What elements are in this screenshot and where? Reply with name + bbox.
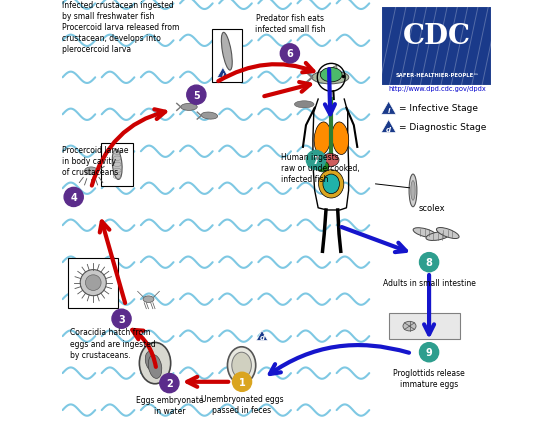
Text: Proglottids release
immature eggs: Proglottids release immature eggs bbox=[393, 368, 465, 388]
FancyBboxPatch shape bbox=[211, 30, 242, 82]
Text: 2: 2 bbox=[166, 378, 173, 388]
Text: Predator fish eats
infected small fish: Predator fish eats infected small fish bbox=[254, 14, 325, 34]
Text: http://www.dpd.cdc.gov/dpdx: http://www.dpd.cdc.gov/dpdx bbox=[388, 86, 486, 92]
Ellipse shape bbox=[85, 168, 98, 175]
Circle shape bbox=[85, 275, 101, 291]
Ellipse shape bbox=[403, 322, 416, 331]
Ellipse shape bbox=[222, 33, 232, 71]
Text: SAFER·HEALTHIER·PEOPLE™: SAFER·HEALTHIER·PEOPLE™ bbox=[395, 73, 479, 78]
FancyBboxPatch shape bbox=[68, 258, 118, 308]
Circle shape bbox=[306, 151, 325, 170]
Ellipse shape bbox=[295, 102, 314, 108]
Polygon shape bbox=[381, 120, 396, 133]
Text: 7: 7 bbox=[312, 156, 319, 165]
Ellipse shape bbox=[181, 104, 197, 111]
Ellipse shape bbox=[436, 228, 459, 239]
Polygon shape bbox=[381, 102, 396, 115]
Ellipse shape bbox=[112, 150, 122, 180]
Ellipse shape bbox=[413, 228, 436, 238]
Ellipse shape bbox=[332, 123, 349, 155]
Text: CDC: CDC bbox=[403, 23, 471, 50]
Ellipse shape bbox=[314, 123, 331, 155]
Circle shape bbox=[112, 309, 131, 329]
Polygon shape bbox=[256, 331, 268, 341]
Text: d: d bbox=[386, 126, 391, 132]
Ellipse shape bbox=[320, 68, 342, 82]
Circle shape bbox=[64, 188, 83, 207]
Ellipse shape bbox=[409, 174, 417, 207]
Ellipse shape bbox=[323, 174, 339, 194]
Text: i: i bbox=[222, 72, 224, 78]
FancyBboxPatch shape bbox=[388, 313, 460, 339]
Ellipse shape bbox=[316, 161, 329, 172]
Ellipse shape bbox=[148, 355, 162, 378]
Circle shape bbox=[420, 253, 439, 272]
Text: Human ingests
raw or undercooked,
infected fish: Human ingests raw or undercooked, infect… bbox=[281, 153, 360, 184]
Text: Eggs embryonate
in water: Eggs embryonate in water bbox=[136, 395, 203, 415]
Ellipse shape bbox=[319, 171, 344, 199]
Text: i: i bbox=[387, 108, 390, 114]
Text: scolex: scolex bbox=[418, 204, 445, 213]
Text: Coracidia hatch from
eggs and are ingested
by crustaceans.: Coracidia hatch from eggs and are ingest… bbox=[70, 328, 156, 359]
Ellipse shape bbox=[312, 72, 349, 85]
Text: 5: 5 bbox=[193, 91, 200, 100]
Text: 9: 9 bbox=[426, 348, 432, 357]
Ellipse shape bbox=[201, 113, 218, 120]
Text: Adults in small intestine: Adults in small intestine bbox=[383, 279, 475, 288]
Circle shape bbox=[233, 372, 252, 391]
Polygon shape bbox=[217, 68, 229, 78]
Text: 6: 6 bbox=[286, 49, 294, 59]
Ellipse shape bbox=[232, 352, 251, 378]
Circle shape bbox=[187, 86, 206, 105]
Ellipse shape bbox=[143, 296, 154, 303]
Polygon shape bbox=[326, 66, 337, 72]
Text: = Diagnostic Stage: = Diagnostic Stage bbox=[398, 122, 486, 131]
Circle shape bbox=[80, 270, 107, 296]
FancyBboxPatch shape bbox=[381, 7, 492, 87]
Text: 3: 3 bbox=[118, 314, 125, 324]
Ellipse shape bbox=[321, 154, 339, 167]
Circle shape bbox=[420, 343, 439, 362]
FancyBboxPatch shape bbox=[100, 143, 133, 187]
Ellipse shape bbox=[145, 352, 156, 371]
Circle shape bbox=[280, 45, 300, 64]
Text: d: d bbox=[259, 335, 264, 341]
Ellipse shape bbox=[228, 347, 256, 384]
Text: Procercoid larvae
in body cavity
of crustaceans: Procercoid larvae in body cavity of crus… bbox=[61, 145, 128, 177]
Ellipse shape bbox=[411, 181, 415, 201]
Circle shape bbox=[160, 374, 179, 393]
Ellipse shape bbox=[426, 232, 450, 241]
Text: Unembryonated eggs
passed in feces: Unembryonated eggs passed in feces bbox=[201, 394, 283, 414]
Text: 8: 8 bbox=[426, 258, 432, 267]
Text: 4: 4 bbox=[70, 193, 77, 202]
Text: = Infective Stage: = Infective Stage bbox=[398, 104, 478, 113]
Ellipse shape bbox=[140, 343, 171, 384]
Text: 1: 1 bbox=[239, 377, 246, 387]
Text: Infected crustacean ingested
by small freshwater fish
Procercoid larva released : Infected crustacean ingested by small fr… bbox=[61, 1, 179, 54]
